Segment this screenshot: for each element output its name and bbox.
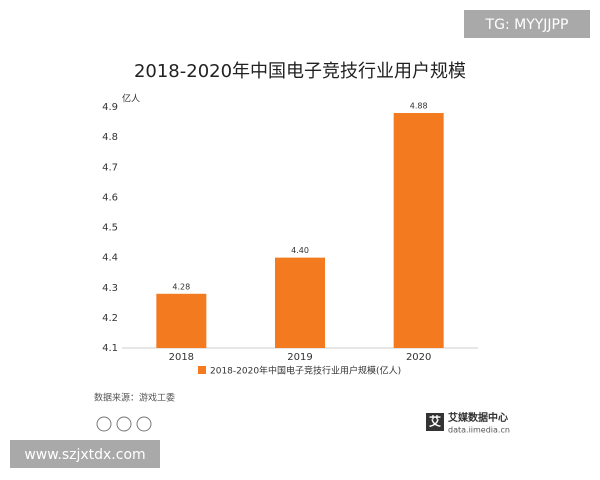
- logo-box: [426, 413, 444, 431]
- watermark: www.szjxtdx.com: [24, 447, 145, 463]
- y-tick-label: 4.4: [102, 253, 118, 264]
- y-tick-label: 4.6: [102, 192, 118, 203]
- y-tick-label: 4.8: [102, 132, 118, 143]
- value-label: 4.88: [410, 102, 428, 111]
- y-tick-label: 4.1: [102, 343, 118, 354]
- y-tick-label: 4.2: [102, 313, 118, 324]
- icon: [96, 416, 112, 432]
- y-tick-label: 4.3: [102, 283, 118, 294]
- icon: [116, 416, 132, 432]
- y-tick-label: 4.9: [102, 102, 118, 113]
- bar: [156, 293, 207, 348]
- bar: [393, 113, 444, 349]
- value-label: 4.40: [291, 246, 309, 255]
- source: 数据来源：游戏工委: [94, 392, 175, 404]
- logo-mark: 艾: [429, 414, 441, 429]
- x-tick-label: 2020: [406, 352, 431, 363]
- watermark: TG: MYYJJPP: [485, 17, 569, 33]
- logo-name: 艾媒数据中心: [448, 411, 508, 424]
- watermark-box: [10, 440, 160, 468]
- license-icons: [96, 416, 152, 432]
- value-label: 4.28: [172, 282, 190, 291]
- x-tick-label: 2019: [287, 352, 312, 363]
- y-tick-label: 4.7: [102, 162, 118, 173]
- watermark-box: [464, 10, 590, 38]
- chart-title: 2018-2020年中国电子竞技行业用户规模: [134, 61, 466, 82]
- legend-label: 2018-2020年中国电子竞技行业用户规模(亿人): [210, 365, 401, 377]
- bar: [275, 257, 325, 348]
- legend-swatch: [198, 366, 206, 374]
- x-tick-label: 2018: [169, 352, 194, 363]
- icon: [136, 416, 152, 432]
- logo-url: data.iimedia.cn: [448, 426, 510, 435]
- y-tick-label: 4.5: [102, 223, 118, 234]
- y-axis-label: 亿人: [122, 93, 140, 105]
